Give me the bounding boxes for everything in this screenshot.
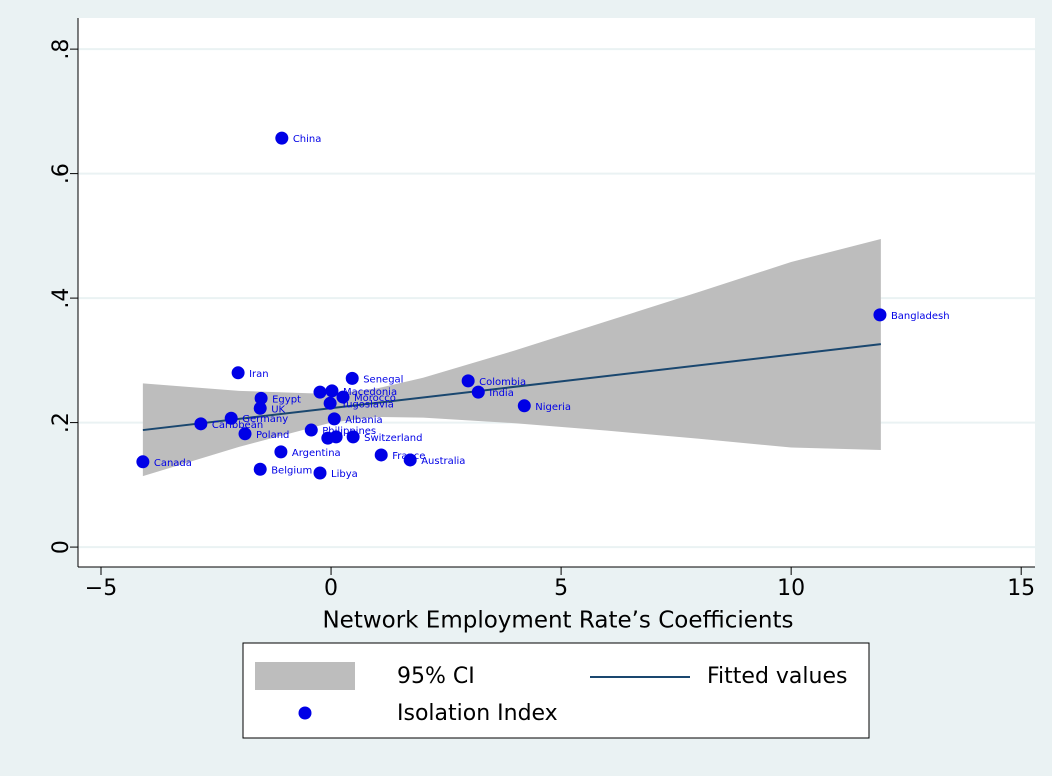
point (224, 411, 238, 425)
point (253, 401, 267, 415)
x-tick-label: 10 (777, 576, 805, 601)
ci-band (142, 238, 881, 477)
legend (242, 642, 870, 739)
point (325, 384, 339, 398)
point-label: Poland (256, 430, 289, 441)
point-label: Iran (249, 369, 269, 380)
point-label: Macedonia (343, 387, 397, 398)
point-label: Bangladesh (891, 311, 950, 322)
plot-area (78, 18, 1035, 567)
x-tick-label: −5 (85, 576, 117, 601)
point (275, 131, 289, 145)
x-axis-title: Network Employment Rate’s Coefficients (322, 608, 793, 634)
point-label: Senegal (363, 374, 403, 385)
point-label: India (489, 388, 514, 399)
point (194, 417, 208, 431)
point (403, 453, 417, 467)
point (136, 455, 150, 469)
point-label: Colombia (479, 377, 526, 388)
point (345, 371, 359, 385)
point (346, 430, 360, 444)
point-label: Philippines (322, 426, 376, 437)
legend-label: 95% CI (397, 664, 475, 689)
point (327, 412, 341, 426)
legend-ci-swatch (255, 662, 355, 690)
point-label: Australia (421, 456, 465, 467)
point (336, 390, 350, 404)
y-tick-label: .8 (49, 39, 74, 60)
x-tick-label: 15 (1007, 576, 1035, 601)
point-label: Albania (345, 415, 382, 426)
point-label: Canada (154, 458, 192, 469)
point-label: UK (271, 404, 285, 415)
legend-label: Isolation Index (397, 701, 558, 726)
point-label: Egypt (272, 394, 301, 405)
y-tick-label: .6 (49, 163, 74, 184)
point-label: Libya (331, 469, 358, 480)
point-label: Nigeria (535, 402, 571, 413)
point (304, 423, 318, 437)
y-tick-label: 0 (49, 540, 74, 554)
point (329, 430, 343, 444)
y-tick-label: .2 (49, 412, 74, 433)
legend-point-swatch (298, 706, 312, 720)
point-label: Morocco (354, 393, 396, 404)
point (313, 385, 327, 399)
fit-line (142, 343, 881, 432)
y-tick-label: .4 (49, 288, 74, 309)
point-label: Argentina (292, 448, 341, 459)
point (254, 391, 268, 405)
point-label: Caribbean (212, 420, 263, 431)
point (374, 448, 388, 462)
point (274, 445, 288, 459)
point-label: Belgium (271, 465, 312, 476)
point-label: Switzerland (364, 433, 422, 444)
x-tick-label: 5 (554, 576, 568, 601)
point (238, 427, 252, 441)
point-label: China (293, 134, 322, 145)
point (231, 366, 245, 380)
point (873, 308, 887, 322)
point-label: Yugoslavia (340, 399, 394, 410)
legend-label: Fitted values (707, 664, 847, 689)
point (471, 385, 485, 399)
point (461, 374, 475, 388)
point (323, 396, 337, 410)
point (517, 399, 531, 413)
point (313, 466, 327, 480)
point (253, 462, 267, 476)
x-tick-label: 0 (324, 576, 338, 601)
point-label: Germany (242, 414, 288, 425)
